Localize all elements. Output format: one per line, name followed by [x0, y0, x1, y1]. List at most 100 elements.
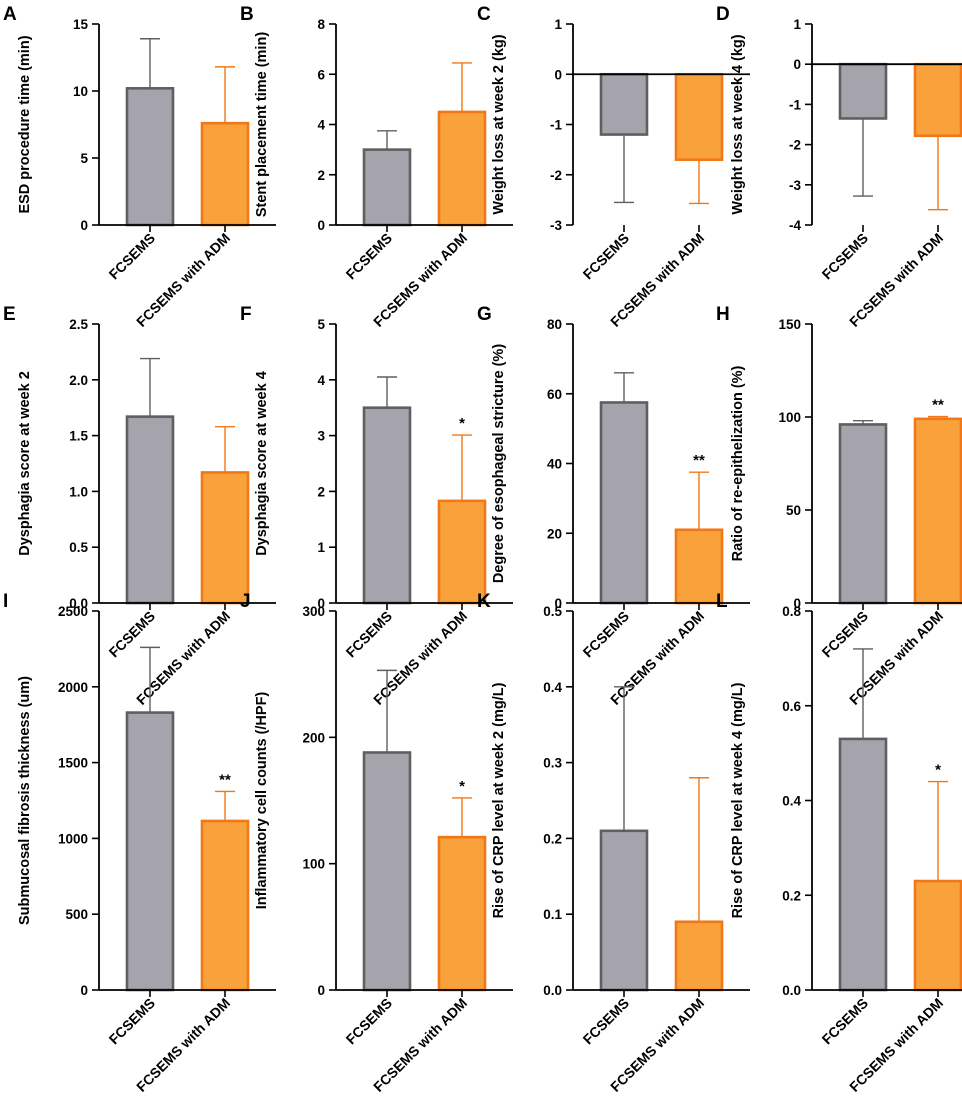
- y-tick-label-g-1: 20: [547, 526, 562, 541]
- y-axis-label-a: ESD procedure time (min): [17, 35, 33, 213]
- bar-d-0: [838, 62, 888, 120]
- y-tick-label-e-5: 2.5: [69, 317, 88, 332]
- y-tick-label-d-0: -4: [789, 218, 801, 233]
- y-tick-label-c-4: 1: [554, 17, 562, 32]
- y-tick-label-a-2: 10: [73, 84, 88, 99]
- y-tick-label-e-1: 0.5: [69, 540, 88, 555]
- bar-b-1: [437, 110, 487, 227]
- bar-h-1: [913, 417, 962, 605]
- y-tick-label-b-4: 8: [317, 17, 325, 32]
- y-tick-label-g-0: 0: [554, 596, 562, 611]
- significance-g-1: **: [693, 452, 705, 469]
- panel-letter-i: I: [3, 591, 8, 612]
- y-tick-label-d-5: 1: [793, 17, 801, 32]
- y-tick-label-e-2: 1.0: [69, 484, 88, 499]
- y-tick-label-d-3: -1: [789, 97, 801, 112]
- panel-l: L Rise of CRP level at week 4 (mg/L) 0.0 0.…: [716, 591, 962, 1095]
- panel-letter-g: G: [477, 304, 492, 325]
- y-tick-label-e-3: 1.5: [69, 429, 88, 444]
- x-category-label-d-0: FCSEMS: [819, 230, 872, 283]
- bar-c-0: [599, 72, 649, 136]
- panel-e: E Dysphagia score at week 2 0.0 0.5 1.0 1.5 2.…: [3, 304, 276, 708]
- y-tick-label-l-1: 0.2: [782, 888, 801, 903]
- y-tick-label-f-5: 5: [317, 317, 325, 332]
- y-tick-label-c-0: -3: [550, 218, 562, 233]
- y-axis-label-g: Degree of esophageal stricture (%): [491, 344, 507, 583]
- bar-i-1: [200, 819, 250, 992]
- bar-f-1: [437, 499, 487, 605]
- y-axis-label-i: Submucosal fibrosis thickness (um): [17, 676, 33, 925]
- significance-h-1: **: [932, 397, 944, 414]
- y-tick-label-j-0: 0: [317, 983, 325, 998]
- y-tick-label-j-3: 300: [302, 604, 325, 619]
- y-tick-label-i-3: 1500: [58, 756, 88, 771]
- panel-letter-e: E: [3, 304, 16, 325]
- y-tick-label-j-2: 200: [302, 730, 325, 745]
- y-tick-label-l-4: 0.8: [782, 604, 801, 619]
- bar-a-1: [200, 121, 250, 227]
- significance-j-1: *: [459, 778, 465, 795]
- panel-g: G Degree of esophageal stricture (%) 0 20 40…: [477, 304, 750, 708]
- bar-j-1: [437, 835, 487, 992]
- y-tick-label-c-3: 0: [554, 67, 562, 82]
- y-tick-label-f-0: 0: [317, 596, 325, 611]
- panel-letter-a: A: [3, 4, 17, 25]
- y-tick-label-h-1: 50: [786, 503, 801, 518]
- panel-letter-j: J: [240, 591, 251, 612]
- bar-h-0: [838, 423, 888, 605]
- y-tick-label-l-0: 0.0: [782, 983, 801, 998]
- y-tick-label-f-1: 1: [317, 540, 325, 555]
- y-tick-label-k-4: 0.4: [543, 680, 562, 695]
- y-axis-label-k: Rise of CRP level at week 2 (mg/L): [491, 682, 507, 918]
- panel-letter-c: C: [477, 4, 491, 25]
- x-category-label-k-0: FCSEMS: [580, 995, 633, 1048]
- y-tick-label-c-2: -1: [550, 118, 562, 133]
- bar-f-0: [362, 406, 412, 605]
- y-tick-label-b-1: 2: [317, 168, 325, 183]
- significance-i-1: **: [219, 771, 231, 788]
- panel-h: H Ratio of re-epithelization (%) 0 50 100 150…: [716, 304, 962, 708]
- x-category-label-f-0: FCSEMS: [343, 608, 396, 661]
- y-tick-label-e-4: 2.0: [69, 373, 88, 388]
- bar-k-0: [599, 829, 649, 992]
- panel-j: J Inflammatory cell counts (/HPF) 0 100 200 3…: [240, 591, 513, 1095]
- y-tick-label-g-3: 60: [547, 387, 562, 402]
- y-tick-label-i-2: 1000: [58, 831, 88, 846]
- y-axis-label-h: Ratio of re-epithelization (%): [730, 365, 746, 561]
- y-axis-label-c: Weight loss at week 2 (kg): [491, 34, 507, 214]
- x-category-label-l-0: FCSEMS: [819, 995, 872, 1048]
- y-tick-label-f-3: 3: [317, 429, 325, 444]
- y-tick-label-i-4: 2000: [58, 680, 88, 695]
- bar-g-0: [599, 401, 649, 605]
- y-axis-label-j: Inflammatory cell counts (/HPF): [254, 692, 270, 910]
- y-axis-label-e: Dysphagia score at week 2: [17, 371, 33, 556]
- bar-g-1: [674, 528, 724, 605]
- y-tick-label-i-5: 2500: [58, 604, 88, 619]
- y-tick-label-h-0: 0: [793, 596, 801, 611]
- y-tick-label-b-2: 4: [317, 118, 325, 133]
- bar-i-0: [125, 711, 175, 992]
- panel-letter-k: K: [477, 591, 491, 612]
- y-tick-label-f-2: 2: [317, 484, 325, 499]
- y-tick-label-a-3: 15: [73, 17, 89, 32]
- x-category-label-a-0: FCSEMS: [106, 230, 159, 283]
- y-tick-label-i-1: 500: [65, 907, 88, 922]
- y-tick-label-g-2: 40: [547, 457, 562, 472]
- y-tick-label-k-0: 0.0: [543, 983, 562, 998]
- y-tick-label-e-0: 0.0: [69, 596, 88, 611]
- y-tick-label-a-1: 5: [80, 151, 88, 166]
- x-category-label-j-0: FCSEMS: [343, 995, 396, 1048]
- bar-a-0: [125, 87, 175, 227]
- y-tick-label-h-2: 100: [778, 410, 801, 425]
- y-tick-label-d-4: 0: [793, 57, 801, 72]
- significance-f-1: *: [459, 415, 465, 432]
- y-tick-label-k-2: 0.2: [543, 831, 562, 846]
- bar-e-0: [125, 415, 175, 605]
- panel-letter-b: B: [240, 4, 254, 25]
- panel-k: K Rise of CRP level at week 2 (mg/L) 0.0 0.…: [477, 591, 750, 1095]
